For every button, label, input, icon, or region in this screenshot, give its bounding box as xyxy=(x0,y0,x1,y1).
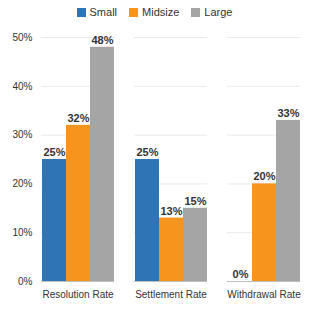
svg-text:20%: 20% xyxy=(12,178,32,189)
svg-text:30%: 30% xyxy=(12,129,32,140)
svg-text:50%: 50% xyxy=(12,32,32,43)
svg-text:25%: 25% xyxy=(43,146,65,158)
svg-text:40%: 40% xyxy=(12,81,32,92)
svg-text:Resolution Rate: Resolution Rate xyxy=(42,289,114,300)
svg-text:25%: 25% xyxy=(136,146,158,158)
svg-text:20%: 20% xyxy=(253,170,275,182)
svg-text:10%: 10% xyxy=(12,227,32,238)
svg-text:48%: 48% xyxy=(91,34,113,46)
svg-text:0%: 0% xyxy=(18,276,33,287)
svg-text:0%: 0% xyxy=(233,268,249,280)
svg-text:13%: 13% xyxy=(160,205,182,217)
svg-text:15%: 15% xyxy=(184,195,206,207)
svg-text:33%: 33% xyxy=(277,107,299,119)
html-text:Small: Small xyxy=(89,6,117,18)
svg-text:Withdrawal Rate: Withdrawal Rate xyxy=(227,289,301,300)
svg-text:32%: 32% xyxy=(67,112,89,124)
html-text:Large: Large xyxy=(204,6,233,18)
svg-text:Settlement Rate: Settlement Rate xyxy=(135,289,207,300)
html-text:Midsize: Midsize xyxy=(142,6,180,18)
